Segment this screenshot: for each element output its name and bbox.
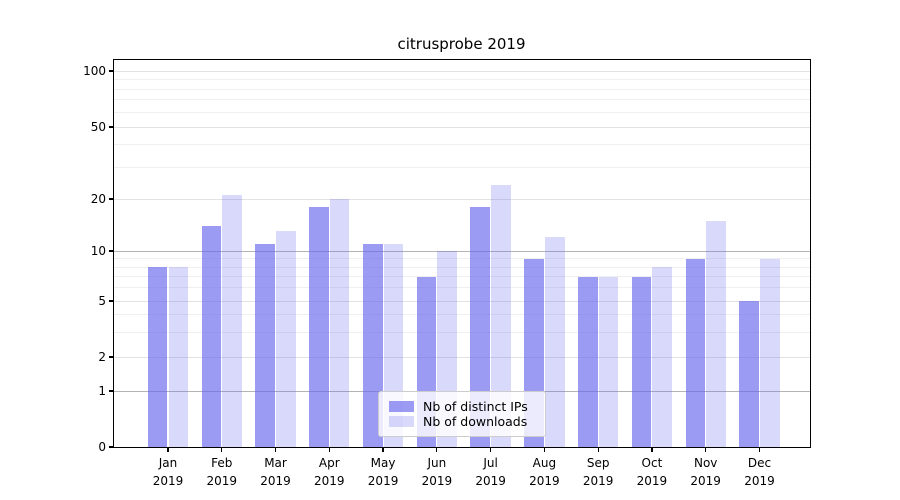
major-gridline <box>114 300 810 302</box>
x-axis-tick-label: Jan 2019 <box>152 456 184 488</box>
bar-distinct-ips <box>362 243 383 447</box>
minor-gridline <box>114 111 810 113</box>
x-axis-tick-label: Apr 2019 <box>314 456 345 488</box>
x-tick-mark <box>651 447 653 452</box>
minor-gridline <box>114 144 810 146</box>
bar-downloads <box>329 199 350 447</box>
legend-swatch-distinct-ips <box>389 401 414 412</box>
minor-gridline <box>114 276 810 278</box>
x-tick-mark <box>221 447 223 452</box>
x-tick-mark <box>490 447 492 452</box>
x-axis-tick-label: Jun 2019 <box>421 456 453 488</box>
minor-gridline <box>114 314 810 316</box>
minor-gridline <box>114 99 810 101</box>
y-axis-tick-label: 1 <box>98 384 106 398</box>
chart-title: citrusprobe 2019 <box>397 35 526 53</box>
major-gridline <box>114 356 810 358</box>
x-axis-tick-label: May 2019 <box>367 456 399 488</box>
bar-distinct-ips <box>577 276 598 447</box>
minor-gridline <box>114 266 810 268</box>
bar-downloads <box>168 267 189 447</box>
y-tick-mark <box>109 446 114 448</box>
x-tick-mark <box>705 447 707 452</box>
minor-gridline <box>114 331 810 333</box>
bar-distinct-ips <box>685 258 706 447</box>
bar-downloads <box>491 184 511 447</box>
x-tick-mark <box>382 447 384 452</box>
y-axis-tick-label: 0 <box>98 440 106 454</box>
y-tick-mark <box>109 356 114 358</box>
bar-downloads <box>652 267 673 447</box>
plot-area: 0 1 2 5 10 20 50 100 Jan 2019 Feb 2019 Mar 2019 Apr 201… <box>83 59 811 488</box>
y-axis-tick-label: 50 <box>90 120 106 134</box>
bar-downloads <box>706 220 726 447</box>
bar-distinct-ips <box>201 225 222 447</box>
bar-downloads <box>544 237 565 447</box>
major-gridline <box>114 70 810 72</box>
x-axis-tick-label: Aug 2019 <box>529 456 560 488</box>
x-axis-tick-label: Jul 2019 <box>475 456 506 488</box>
y-tick-mark <box>109 198 114 200</box>
legend-label: Nb of distinct IPs <box>423 399 528 414</box>
y-tick-mark <box>109 126 114 128</box>
y-axis-tick-label: 5 <box>98 294 106 308</box>
x-axis-tick-label: Feb 2019 <box>206 456 238 488</box>
bar-downloads <box>598 276 619 447</box>
x-tick-mark <box>274 447 277 452</box>
legend-label: Nb of downloads <box>423 414 528 429</box>
x-axis-tick-label: Dec 2019 <box>744 456 775 488</box>
bar-distinct-ips <box>147 267 168 447</box>
y-axis-tick-label: 2 <box>98 350 106 364</box>
bar-distinct-ips <box>309 206 329 447</box>
x-tick-mark <box>597 447 599 452</box>
bar-downloads <box>222 195 242 447</box>
bar-distinct-ips <box>739 301 759 447</box>
x-axis-tick-label: Sep 2019 <box>582 456 614 488</box>
bar-distinct-ips <box>255 243 276 447</box>
major-gridline <box>114 126 810 128</box>
minor-gridline <box>114 258 810 260</box>
major-gridline <box>114 250 810 252</box>
x-axis-tick-label: Nov 2019 <box>690 456 721 488</box>
x-tick-mark <box>436 447 438 452</box>
bar-downloads <box>276 231 296 447</box>
legend-item: Nb of downloads <box>389 414 535 429</box>
y-tick-mark <box>109 300 114 302</box>
bar-distinct-ips <box>631 276 652 447</box>
legend-item: Nb of distinct IPs <box>389 399 535 414</box>
minor-gridline <box>114 79 810 81</box>
legend: Nb of distinct IPs Nb of downloads <box>378 391 546 437</box>
legend-swatch-downloads <box>389 416 414 427</box>
y-axis-tick-label: 100 <box>83 64 106 78</box>
y-axis-tick-label: 20 <box>90 192 106 206</box>
y-tick-mark <box>109 390 114 392</box>
x-tick-mark <box>167 447 169 452</box>
y-tick-mark <box>109 250 114 252</box>
y-axis-tick-label: 10 <box>90 244 106 258</box>
minor-gridline <box>114 88 810 90</box>
major-gridline <box>114 198 810 200</box>
bar-distinct-ips <box>470 206 491 447</box>
x-tick-mark <box>328 447 330 452</box>
bar-downloads <box>759 258 780 447</box>
minor-gridline <box>114 287 810 289</box>
x-tick-mark <box>758 447 761 452</box>
axis-ticks-layer: 0 1 2 5 10 20 50 100 Jan 2019 Feb 2019 Mar 2019 Apr 201… <box>83 60 810 488</box>
x-axis-tick-label: Mar 2019 <box>260 456 291 488</box>
y-tick-mark <box>109 70 114 72</box>
x-axis-tick-label: Oct 2019 <box>636 456 668 488</box>
minor-gridline <box>114 166 810 168</box>
x-tick-mark <box>543 447 545 452</box>
